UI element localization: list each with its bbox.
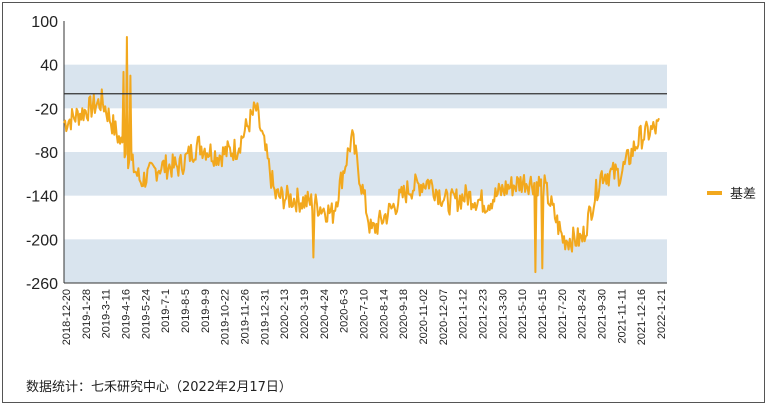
x-tick-label: 2018-12-20 — [61, 289, 73, 345]
x-tick-label: 2021-7-20 — [557, 289, 569, 339]
x-tick-label: 2019-1-28 — [81, 289, 93, 339]
x-tick-label: 2019-12-31 — [259, 289, 271, 345]
x-tick-label: 2020-6-3 — [339, 289, 351, 333]
x-tick-label: 2019-8-5 — [180, 289, 192, 333]
x-tick-label: 2019-10-22 — [220, 289, 232, 345]
x-tick-label: 2021-5-10 — [517, 289, 529, 339]
x-tick-label: 2020-7-10 — [359, 289, 371, 339]
legend-label: 基差 — [730, 187, 756, 202]
x-tick-label: 2019-9-9 — [200, 289, 212, 333]
x-tick-label: 2021-9-30 — [597, 289, 609, 339]
x-tick-label: 2021-8-24 — [577, 289, 589, 339]
y-tick-label: -20 — [35, 101, 58, 118]
x-tick-label: 2020-11-02 — [418, 289, 430, 344]
x-tick-label: 2019-7-1 — [160, 289, 172, 333]
x-tick-label: 2021-1-12 — [458, 289, 470, 339]
band-0 — [64, 64, 667, 109]
band-1 — [64, 152, 667, 196]
x-tick-label: 2020-9-18 — [398, 289, 410, 339]
y-tick-label: 100 — [31, 14, 58, 31]
x-tick-label: 2019-3-11 — [101, 289, 113, 338]
x-tick-label: 2021-11-11 — [616, 289, 628, 344]
x-tick-label: 2020-3-19 — [299, 289, 311, 339]
x-tick-label: 2020-2-13 — [279, 289, 291, 339]
y-tick-label: -140 — [26, 189, 58, 206]
x-tick-label: 2019-5-24 — [140, 289, 152, 339]
x-tick-label: 2019-11-26 — [240, 289, 252, 344]
x-tick-label: 2021-2-23 — [478, 289, 490, 339]
series-line-basis — [63, 36, 660, 274]
source-note: 数据统计：七禾研究中心（2022年2月17日） — [26, 380, 292, 395]
y-tick-label: -80 — [35, 145, 58, 162]
y-tick-label: -200 — [26, 232, 58, 249]
x-tick-label: 2019-4-16 — [121, 289, 133, 339]
y-tick-label: 40 — [40, 58, 58, 75]
x-tick-label: 2021-3-30 — [497, 289, 509, 339]
x-tick-label: 2022-1-21 — [656, 289, 668, 339]
x-tick-label: 2020-8-14 — [378, 289, 390, 339]
x-tick-label: 2020-12-07 — [438, 289, 450, 345]
x-tick-label: 2021-12-16 — [636, 289, 648, 345]
x-tick-label: 2020-4-24 — [319, 289, 331, 339]
x-tick-label: 2021-6-15 — [537, 289, 549, 339]
chart-frame — [2, 2, 765, 403]
y-tick-label: -260 — [26, 276, 58, 293]
